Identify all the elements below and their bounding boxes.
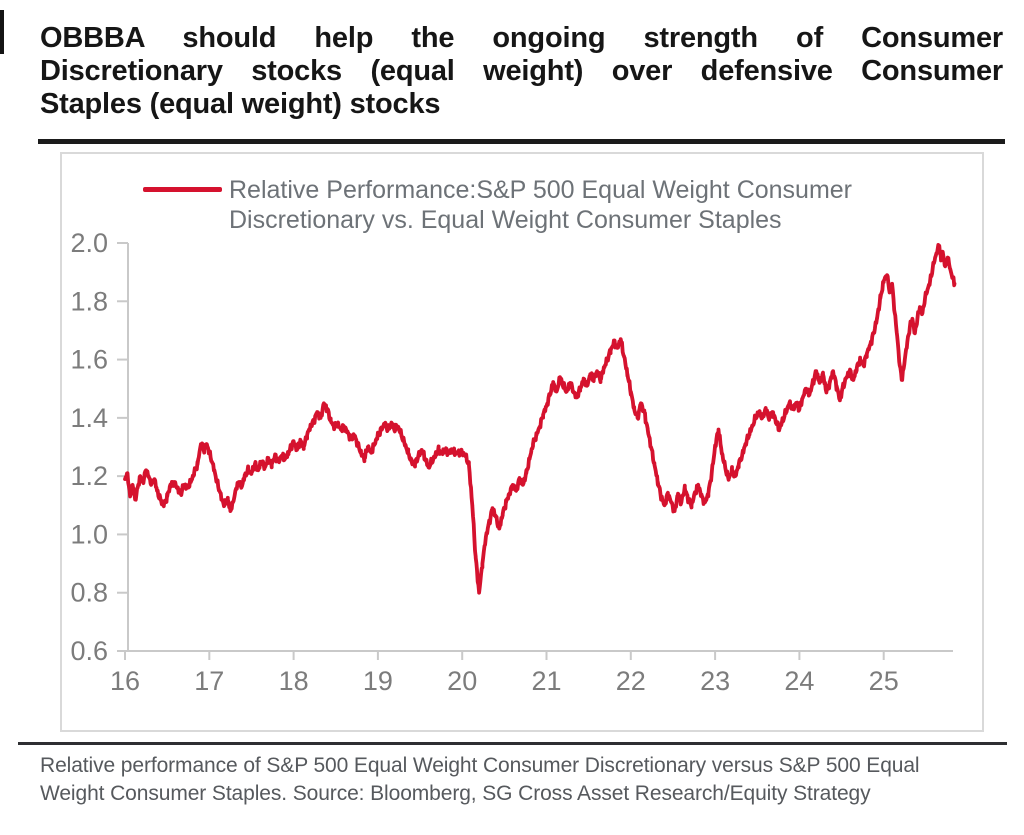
x-tick-label: 18 bbox=[279, 666, 309, 696]
y-tick-label: 0.6 bbox=[70, 636, 108, 666]
legend-label-line-1: Relative Performance:S&P 500 Equal Weigh… bbox=[229, 176, 853, 204]
y-tick-label: 1.0 bbox=[70, 519, 108, 549]
legend-line-swatch bbox=[143, 187, 222, 192]
y-tick-label: 1.6 bbox=[70, 345, 108, 375]
y-tick-label: 0.8 bbox=[70, 578, 108, 608]
x-tick-label: 19 bbox=[363, 666, 393, 696]
title-rule bbox=[38, 139, 1005, 144]
x-tick-label: 17 bbox=[194, 666, 224, 696]
line-chart: 2.0 1.8 1.6 1.4 1.2 1.0 0.8 0.616 17 18 19 20 21 22 23… bbox=[70, 228, 957, 696]
source-caption: Relative performance of S&P 500 Equal We… bbox=[40, 752, 1020, 808]
x-tick-label: 16 bbox=[110, 666, 140, 696]
x-tick-label: 24 bbox=[784, 666, 814, 696]
legend-label: Relative Performance:S&P 500 Equal Weigh… bbox=[229, 175, 852, 235]
title-line-1: OBBBA should help the ongoing strength o… bbox=[40, 22, 1003, 54]
x-tick-label: 25 bbox=[869, 666, 899, 696]
relative-performance-line bbox=[123, 243, 957, 595]
x-tick-label: 21 bbox=[531, 666, 561, 696]
legend-label-line-2: Discretionary vs. Equal Weight Consumer … bbox=[229, 206, 782, 234]
caption-line-2: Weight Consumer Staples. Source: Bloombe… bbox=[40, 782, 871, 805]
y-tick-label: 1.2 bbox=[70, 461, 108, 491]
y-tick-label: 2.0 bbox=[70, 228, 108, 258]
y-tick-label: 1.4 bbox=[70, 403, 108, 433]
y-tick-label: 1.8 bbox=[70, 286, 108, 316]
chart-legend: Relative Performance:S&P 500 Equal Weigh… bbox=[143, 175, 852, 235]
title-line-2: Discretionary stocks (equal weight) over… bbox=[40, 55, 1003, 87]
scan-edge-artifact bbox=[0, 10, 4, 54]
x-tick-label: 23 bbox=[700, 666, 730, 696]
chart-panel: 2.0 1.8 1.6 1.4 1.2 1.0 0.8 0.6 16 17 18 19 20 21 22 23… bbox=[60, 152, 984, 732]
x-tick-label: 20 bbox=[447, 666, 477, 696]
title-line-3: Staples (equal weight) stocks bbox=[40, 88, 441, 120]
caption-line-1: Relative performance of S&P 500 Equal We… bbox=[40, 754, 920, 777]
footnote-rule bbox=[18, 742, 1007, 745]
page-title: OBBBA should help the ongoing strength o… bbox=[40, 22, 1003, 121]
x-tick-label: 22 bbox=[616, 666, 646, 696]
